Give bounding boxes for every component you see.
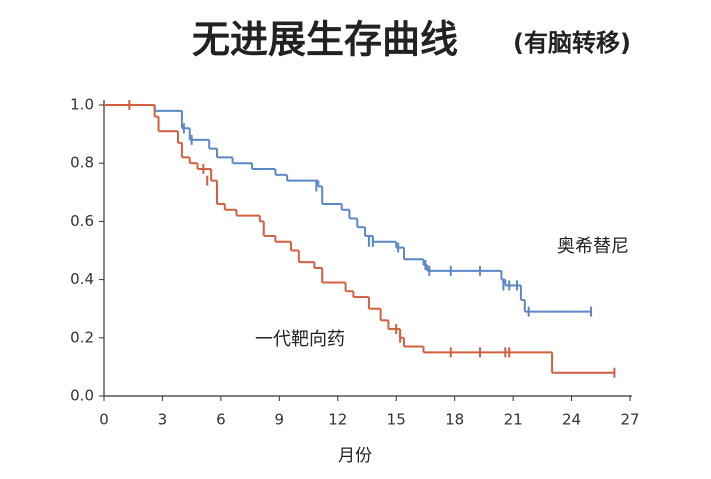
x-tick-label: 18 — [445, 411, 464, 429]
series-label: 一代靶向药 — [255, 329, 345, 350]
x-tick-label: 24 — [562, 411, 581, 429]
x-tick-label: 21 — [504, 411, 523, 429]
chart-title: 无进展生存曲线 — [192, 18, 458, 62]
x-tick-label: 9 — [275, 411, 285, 429]
y-tick-label: 0.2 — [70, 328, 94, 346]
y-tick-label: 0.4 — [70, 270, 94, 288]
x-axis-label: 月份 — [338, 446, 372, 466]
x-tick-label: 3 — [158, 411, 168, 429]
y-tick-label: 0.8 — [70, 154, 94, 172]
x-tick-label: 0 — [99, 411, 109, 429]
chart-subtitle: (有脑转移) — [513, 29, 631, 57]
y-tick-label: 0.0 — [70, 387, 94, 405]
series-label: 奥希替尼 — [557, 236, 629, 257]
x-tick-label: 12 — [328, 411, 347, 429]
y-tick-label: 1.0 — [70, 96, 94, 114]
x-tick-label: 15 — [387, 411, 406, 429]
y-tick-label: 0.6 — [70, 212, 94, 230]
x-tick-label: 6 — [216, 411, 226, 429]
x-tick-label: 27 — [620, 411, 639, 429]
